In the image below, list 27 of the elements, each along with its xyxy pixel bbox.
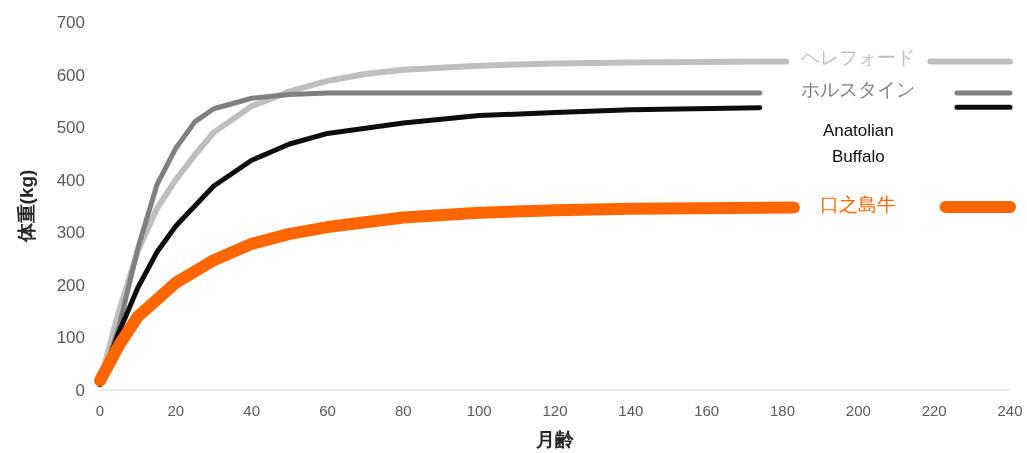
text: Anatolian Buffalo	[822, 120, 894, 166]
x-tick-label: 100	[466, 402, 492, 419]
x-tick-label: 240	[997, 402, 1023, 419]
x-tick-label: 20	[167, 402, 185, 419]
x-axis-title: 月齢	[535, 429, 575, 450]
x-tick-label: 220	[921, 402, 947, 419]
x-tick-label: 160	[694, 402, 720, 419]
y-tick-label: 200	[56, 275, 85, 295]
x-tick-label: 180	[769, 402, 796, 419]
y-tick-label: 400	[56, 170, 85, 190]
x-tick-label: 80	[394, 402, 412, 419]
series-label: 口之島牛	[820, 193, 897, 215]
y-tick-label: 0	[75, 381, 85, 400]
x-tick-label: 60	[319, 402, 336, 419]
x-tick-label: 200	[845, 402, 871, 419]
y-tick-label: 600	[56, 65, 85, 85]
x-tick-label: 40	[243, 402, 261, 419]
y-tick-label: 300	[56, 223, 85, 243]
x-tick-label: 120	[542, 402, 568, 419]
x-tick-label: 140	[618, 402, 644, 419]
y-tick-label: 100	[56, 328, 85, 348]
series-label: ヘレフォード	[801, 47, 916, 69]
y-tick-label: 500	[56, 118, 85, 138]
y-tick-label: 700	[56, 13, 85, 32]
y-axis-title: 体重(kg)	[16, 169, 37, 244]
text: ホルスタイン	[801, 78, 916, 100]
x-tick-label: 0	[95, 402, 105, 419]
